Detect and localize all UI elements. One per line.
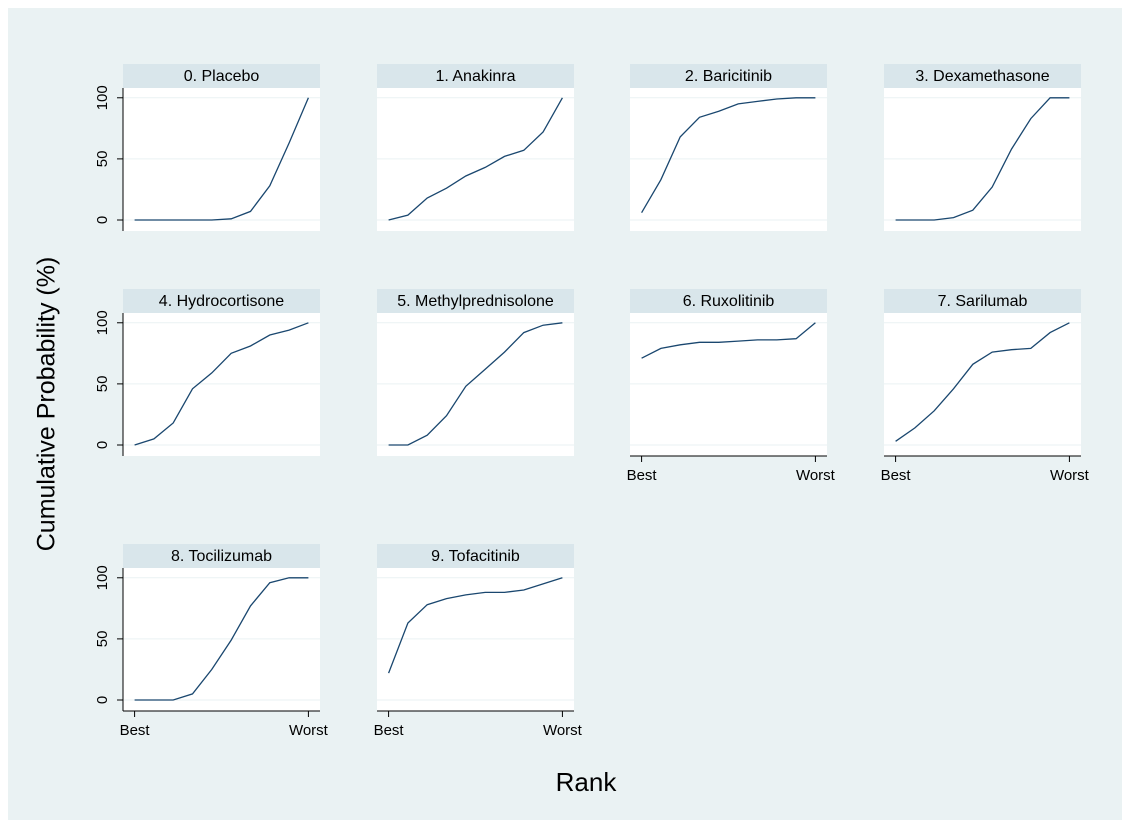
series-line: [387, 577, 563, 674]
panel-title: 9. Tofacitinib: [431, 548, 520, 565]
x-tick-label: Best: [374, 722, 405, 739]
x-tick-label: Best: [627, 467, 658, 484]
panel-title: 1. Anakinra: [435, 68, 515, 85]
series-line: [134, 97, 309, 221]
series-line: [388, 322, 563, 446]
panel-header: [884, 64, 1081, 88]
plot-region: [377, 88, 574, 231]
series-line: [641, 322, 816, 359]
plot-region: [123, 88, 320, 231]
x-tick-label: Best: [881, 467, 912, 484]
panel-title: 2. Baricitinib: [685, 68, 772, 85]
x-tick-label: Worst: [796, 467, 836, 484]
plot-region: [123, 568, 320, 711]
y-tick-label: 100: [94, 310, 111, 335]
panel-header: [377, 544, 574, 568]
panel-title: 7. Sarilumab: [938, 293, 1028, 310]
panel-header: [630, 289, 827, 313]
plot-region: [884, 88, 1081, 231]
panel-header: [377, 289, 574, 313]
panel-title: 5. Methylprednisolone: [397, 293, 554, 310]
y-tick-label: 0: [94, 216, 111, 224]
series-line: [641, 97, 816, 214]
series-line: [895, 97, 1070, 221]
series-line: [134, 322, 309, 446]
y-tick-label: 50: [94, 631, 111, 648]
plot-region: [123, 313, 320, 456]
plot-region: [630, 313, 827, 456]
y-tick-label: 100: [94, 565, 111, 590]
y-axis-title: Cumulative Probability (%): [33, 257, 61, 552]
x-tick-label: Worst: [543, 722, 583, 739]
panel-header: [884, 289, 1081, 313]
series-line: [895, 322, 1070, 442]
plot-region: [377, 313, 574, 456]
series-line: [134, 577, 309, 701]
y-tick-label: 50: [94, 151, 111, 168]
x-tick-label: Worst: [1050, 467, 1090, 484]
panel-header: [630, 64, 827, 88]
x-tick-label: Best: [120, 722, 151, 739]
plot-region: [884, 313, 1081, 456]
panel-header: [123, 64, 320, 88]
x-tick-label: Worst: [289, 722, 329, 739]
panel-title: 3. Dexamethasone: [915, 68, 1049, 85]
y-tick-label: 50: [94, 376, 111, 393]
plot-region: [630, 88, 827, 231]
panel-title: 6. Ruxolitinib: [683, 293, 775, 310]
panel-title: 4. Hydrocortisone: [159, 293, 284, 310]
panel-title: 8. Tocilizumab: [171, 548, 272, 565]
panel-header: [123, 289, 320, 313]
x-axis-title: Rank: [556, 767, 618, 797]
series-line: [388, 97, 563, 221]
panel-header: [123, 544, 320, 568]
panel-header: [377, 64, 574, 88]
plot-region: [377, 568, 574, 711]
y-tick-label: 0: [94, 441, 111, 449]
panel-title: 0. Placebo: [184, 68, 260, 85]
y-tick-label: 100: [94, 85, 111, 110]
y-tick-label: 0: [94, 696, 111, 704]
